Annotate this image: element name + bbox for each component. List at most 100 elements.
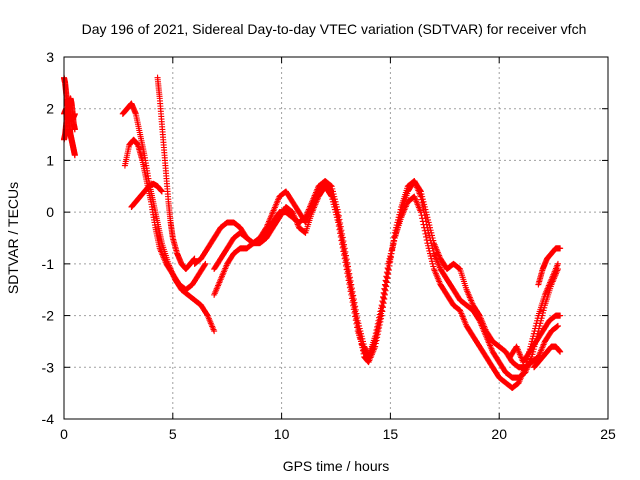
data-point: [557, 348, 564, 355]
data-point: [333, 201, 340, 208]
data-point: [390, 241, 397, 248]
y-tick-label: -2: [42, 308, 55, 324]
data-point: [345, 267, 352, 274]
y-tick-label: 3: [46, 49, 54, 65]
data-point: [202, 260, 209, 267]
data-point: [354, 314, 361, 321]
data-point: [534, 315, 541, 322]
data-point: [349, 288, 356, 295]
data-point: [375, 322, 382, 329]
series-arc-3: [61, 105, 78, 123]
data-point: [557, 245, 564, 252]
data-point: [425, 245, 432, 252]
data-point: [346, 274, 353, 281]
data-point: [354, 317, 361, 324]
series-arc-11: [507, 312, 564, 366]
data-point: [428, 258, 435, 265]
x-tick-label: 0: [60, 426, 68, 442]
data-point: [379, 298, 386, 305]
data-point: [425, 219, 432, 226]
data-point: [533, 320, 540, 327]
data-point: [337, 223, 344, 230]
data-point: [397, 211, 404, 218]
data-point: [337, 220, 344, 227]
data-point: [335, 212, 342, 219]
x-axis-label: GPS time / hours: [283, 458, 390, 474]
data-point: [381, 285, 388, 292]
data-point: [329, 188, 336, 195]
data-point: [378, 302, 385, 309]
y-tick-label: -3: [42, 359, 55, 375]
data-point: [554, 322, 561, 329]
data-point: [339, 230, 346, 237]
data-point: [381, 290, 388, 297]
data-point: [417, 209, 424, 216]
data-point: [531, 328, 538, 335]
series-arc-6: [154, 74, 198, 273]
data-point: [374, 326, 381, 333]
data-point: [387, 253, 394, 260]
data-point: [426, 222, 433, 229]
data-point: [341, 245, 348, 252]
data-point: [530, 330, 537, 337]
data-point: [529, 335, 536, 342]
data-point: [393, 227, 400, 234]
data-point: [423, 211, 430, 218]
data-point: [387, 256, 394, 263]
data-point: [381, 281, 388, 288]
data-point: [346, 270, 353, 277]
data-point: [358, 333, 365, 340]
data-point: [421, 227, 428, 234]
data-point: [422, 230, 429, 237]
x-tick-labels: 0 5 10 15 20 25: [60, 426, 616, 442]
series-arc-7: [128, 180, 165, 210]
data-point: [428, 232, 435, 239]
series-arc-5: [121, 136, 209, 293]
data-point: [344, 259, 351, 266]
data-point: [383, 269, 390, 276]
data-point: [430, 237, 437, 244]
data-point: [71, 110, 78, 117]
data-point: [329, 185, 336, 192]
y-tick-label: 1: [46, 152, 54, 168]
data-point: [350, 296, 357, 303]
data-point: [360, 341, 367, 348]
data-point: [554, 260, 561, 267]
data-point: [426, 247, 433, 254]
data-point: [389, 247, 396, 254]
data-point: [343, 256, 350, 263]
data-point: [342, 248, 349, 255]
data-point: [429, 260, 436, 267]
data-point: [423, 233, 430, 240]
data-point: [396, 214, 403, 221]
data-point: [203, 311, 210, 318]
data-point: [376, 319, 383, 326]
data-point: [421, 203, 428, 210]
series-arc-12: [531, 343, 564, 371]
data-point: [420, 198, 427, 205]
data-point: [425, 242, 432, 249]
data-point: [348, 285, 355, 292]
data-point: [475, 311, 482, 318]
data-point: [356, 325, 363, 332]
data-point: [419, 196, 426, 203]
data-point: [383, 273, 390, 280]
data-point: [340, 238, 347, 245]
data-point: [418, 191, 425, 198]
data-point: [429, 235, 436, 241]
data-point: [372, 338, 379, 345]
data-point: [334, 206, 341, 213]
data-point: [356, 322, 363, 329]
data-point: [383, 274, 390, 281]
data-point: [71, 126, 78, 133]
data-point: [532, 322, 539, 329]
data-point: [333, 203, 340, 210]
data-point: [423, 237, 430, 244]
data-point: [385, 262, 392, 269]
data-point: [386, 259, 393, 266]
data-point: [388, 250, 395, 257]
data-point: [557, 312, 564, 319]
data-point: [336, 216, 343, 223]
x-tick-label: 15: [383, 426, 399, 442]
